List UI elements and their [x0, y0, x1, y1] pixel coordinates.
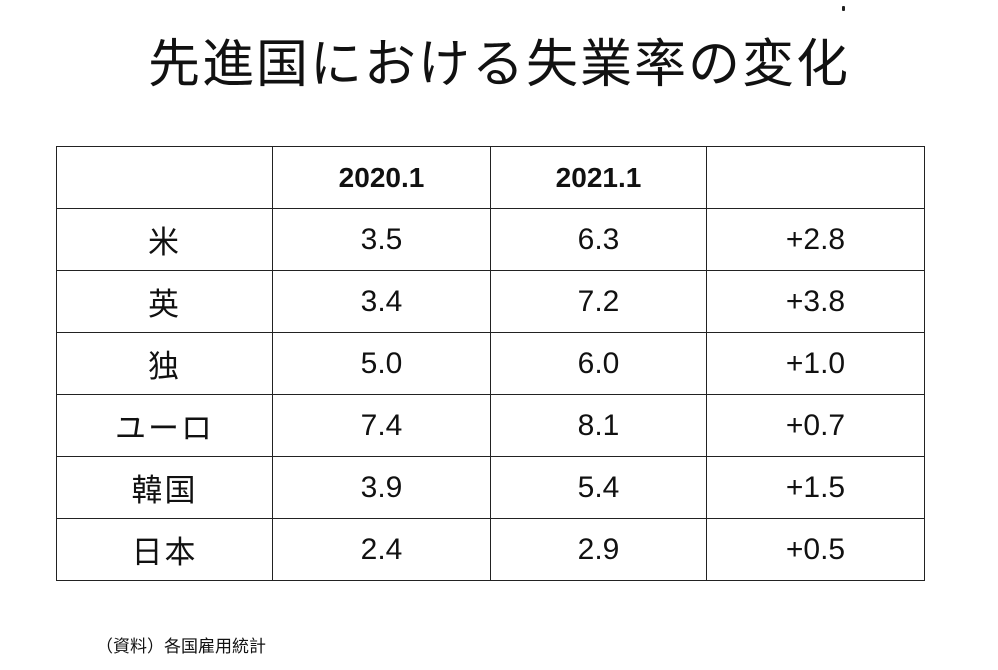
table-row: 日本 2.4 2.9 +0.5: [56, 518, 925, 581]
table-row: 英 3.4 7.2 +3.8: [56, 270, 925, 333]
table-row: 米 3.5 6.3 +2.8: [56, 208, 925, 271]
rate-2021-cell: 2.9: [490, 518, 707, 581]
stray-mark: [842, 6, 845, 11]
change-cell: +1.5: [706, 456, 925, 519]
country-cell: 日本: [56, 518, 273, 581]
rate-2020-cell: 3.4: [272, 270, 491, 333]
change-cell: +1.0: [706, 332, 925, 395]
rate-2020-cell: 5.0: [272, 332, 491, 395]
country-cell: 米: [56, 208, 273, 271]
header-change: [706, 146, 925, 209]
header-blank-cell: [56, 146, 273, 209]
country-cell: 独: [56, 332, 273, 395]
rate-2021-cell: 7.2: [490, 270, 707, 333]
rate-2021-cell: 6.3: [490, 208, 707, 271]
page-title: 先進国における失業率の変化: [147, 35, 850, 95]
table-row: 韓国 3.9 5.4 +1.5: [56, 456, 925, 519]
rate-2020-cell: 3.5: [272, 208, 491, 271]
rate-2020-cell: 7.4: [272, 394, 491, 457]
header-2021: 2021.1: [490, 146, 707, 209]
change-cell: +0.5: [706, 518, 925, 581]
country-cell: 英: [56, 270, 273, 333]
table-header-row: 2020.1 2021.1: [56, 146, 925, 209]
rate-2020-cell: 3.9: [272, 456, 491, 519]
country-cell: 韓国: [56, 456, 273, 519]
unemployment-table: 2020.1 2021.1 米 3.5 6.3 +2.8 英 3.4 7.2 +…: [56, 146, 925, 581]
change-cell: +2.8: [706, 208, 925, 271]
table-row: ユーロ 7.4 8.1 +0.7: [56, 394, 925, 457]
country-cell: ユーロ: [56, 394, 273, 457]
rate-2021-cell: 6.0: [490, 332, 707, 395]
rate-2021-cell: 8.1: [490, 394, 707, 457]
source-note: （資料）各国雇用統計: [96, 637, 266, 657]
header-2020: 2020.1: [272, 146, 491, 209]
rate-2020-cell: 2.4: [272, 518, 491, 581]
rate-2021-cell: 5.4: [490, 456, 707, 519]
change-cell: +0.7: [706, 394, 925, 457]
change-cell: +3.8: [706, 270, 925, 333]
table-row: 独 5.0 6.0 +1.0: [56, 332, 925, 395]
